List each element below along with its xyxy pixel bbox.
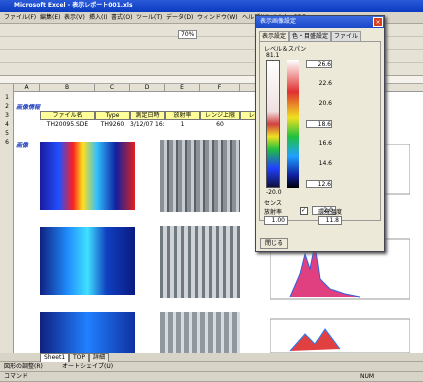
thermal-image	[40, 142, 135, 210]
header-cell: レンジ上限	[200, 111, 240, 120]
dialog-tab[interactable]: 色・目盛設定	[289, 31, 332, 41]
data-cell: TH20095.SDE	[46, 121, 89, 128]
level-bar[interactable]	[266, 60, 280, 188]
section-label: 画像情報	[16, 104, 41, 111]
draw-menu[interactable]: 図形の調整(R)	[4, 363, 43, 370]
max-label: 81.1	[266, 52, 280, 59]
thermal-image	[40, 312, 135, 353]
status-bar: コマンド NUM	[0, 372, 423, 382]
dialog-title: 表示画像設定	[260, 18, 297, 25]
menu-item[interactable]: ファイル(F)	[4, 14, 37, 21]
data-cell: 1	[180, 121, 185, 128]
header-cell: 放射率	[165, 111, 200, 120]
menu-item[interactable]: ツール(T)	[136, 14, 163, 21]
sense-input[interactable]: 2.0	[312, 206, 336, 215]
row-header: 4	[5, 121, 9, 128]
scale-label: 26.6	[306, 60, 332, 68]
header-cell: 測定日時	[130, 111, 165, 120]
scale-label: 16.6	[318, 140, 332, 147]
data-cell: 3/12/07 16:01	[130, 121, 165, 128]
title-bar: Microsoft Excel - 表示レポート001.xls	[0, 0, 423, 12]
menu-item[interactable]: 挿入(I)	[89, 14, 108, 21]
column-header: A	[14, 84, 40, 92]
row-header: 2	[5, 103, 9, 110]
tab-panel: レベル＆スパン 81.1 -20.0 センス ✓ 2.0 26.6 22.6 20.…	[259, 41, 381, 221]
data-cell: TH9260	[100, 121, 125, 128]
row-header-col	[0, 84, 14, 353]
column-header: E	[165, 84, 200, 92]
scale-label: 14.6	[318, 160, 332, 167]
header-cell: ファイル名	[40, 111, 95, 120]
color-scale	[287, 60, 299, 188]
column-header: F	[200, 84, 240, 92]
scale-label: 18.6	[306, 120, 332, 128]
scale-label: 12.6	[306, 180, 332, 188]
menu-item[interactable]: ウィンドウ(W)	[197, 14, 238, 21]
dialog-title-bar: 表示画像設定 ×	[256, 16, 384, 28]
ambient-input[interactable]: 11.8	[318, 216, 342, 225]
menu-item[interactable]: データ(D)	[166, 14, 194, 21]
column-header: D	[130, 84, 165, 92]
emissivity-label: 放射率	[264, 209, 283, 216]
header-cell: Type	[95, 111, 130, 120]
sense-label: センス	[264, 200, 282, 207]
scale-label: 22.6	[318, 80, 332, 87]
dialog: 表示画像設定 × 表示設定 色・目盛設定 ファイル レベル＆スパン 81.1 -20.…	[255, 15, 385, 252]
row-header: 3	[5, 112, 9, 119]
close-x[interactable]: ×	[373, 17, 383, 27]
data-cell: 60	[216, 121, 224, 128]
column-header-row	[0, 84, 423, 92]
dialog-tab[interactable]: ファイル	[331, 31, 362, 41]
menu-item[interactable]: 表示(V)	[64, 14, 85, 21]
formula-bar	[0, 76, 423, 84]
menu-item[interactable]: 編集(E)	[40, 14, 61, 21]
photo	[160, 140, 240, 212]
row-header: 5	[5, 130, 9, 137]
draw-toolbar: 図形の調整(R) オートシェイプ(U)	[0, 362, 423, 372]
row-header: 6	[5, 139, 9, 146]
autoshape-menu[interactable]: オートシェイプ(U)	[62, 363, 114, 370]
row-header: 1	[5, 94, 9, 101]
min-label: -20.0	[266, 189, 282, 196]
section-label: 画像	[16, 142, 29, 149]
scale-label: 20.6	[318, 100, 332, 107]
ambient-label: 環境温度	[318, 209, 343, 216]
column-header: C	[95, 84, 130, 92]
window-title: Microsoft Excel - 表示レポート001.xls	[14, 2, 133, 9]
thermal-image	[40, 227, 135, 295]
column-header: B	[40, 84, 95, 92]
emissivity-input[interactable]: 1.00	[264, 216, 288, 225]
group-label: レベル＆スパン	[264, 46, 307, 53]
status-text: コマンド	[4, 373, 29, 380]
worksheet: ABCDEFG123456画像情報画像ファイル名Type測定日時放射率レンジ上限…	[0, 84, 423, 353]
zoom-box[interactable]: 70%	[178, 30, 198, 39]
photo	[160, 226, 240, 298]
dialog-tab[interactable]: 表示設定	[259, 31, 290, 41]
close-button[interactable]: 閉じる	[260, 238, 288, 249]
num-indicator: NUM	[360, 373, 375, 380]
checkbox[interactable]: ✓	[300, 207, 308, 215]
photo	[160, 312, 240, 353]
sheet-tabs: Sheet1 TOP 詳細	[0, 353, 423, 363]
menu-item[interactable]: 書式(O)	[111, 14, 133, 21]
